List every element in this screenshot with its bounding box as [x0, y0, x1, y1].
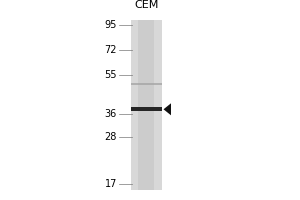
Text: 17: 17	[105, 179, 117, 189]
Text: 95: 95	[105, 20, 117, 30]
Bar	[130, 107, 162, 111]
Text: 28: 28	[105, 132, 117, 142]
Text: 36: 36	[105, 109, 117, 119]
Bar	[130, 20, 162, 190]
Bar	[138, 20, 154, 190]
Text: 55: 55	[104, 70, 117, 80]
Text: 72: 72	[104, 45, 117, 55]
Bar	[130, 83, 162, 85]
Polygon shape	[164, 103, 171, 115]
Text: CEM: CEM	[134, 0, 158, 10]
